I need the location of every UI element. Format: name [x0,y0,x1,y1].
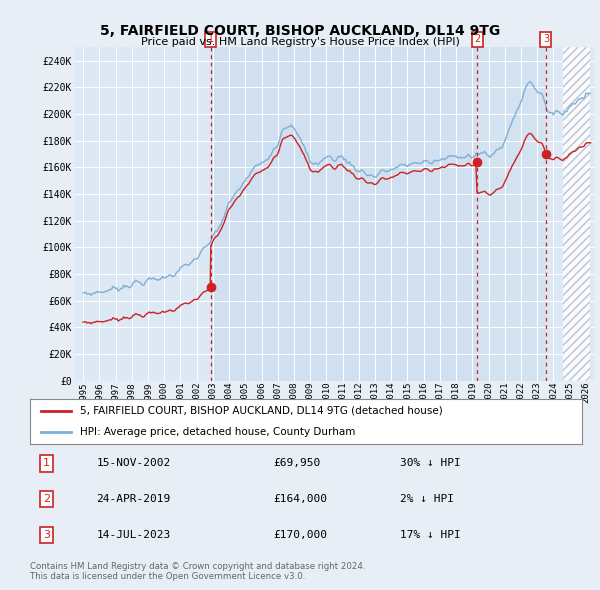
Text: 3: 3 [43,530,50,540]
Text: Price paid vs. HM Land Registry's House Price Index (HPI): Price paid vs. HM Land Registry's House … [140,37,460,47]
Text: £69,950: £69,950 [273,458,320,468]
Text: HPI: Average price, detached house, County Durham: HPI: Average price, detached house, Coun… [80,427,355,437]
Text: Contains HM Land Registry data © Crown copyright and database right 2024.: Contains HM Land Registry data © Crown c… [30,562,365,571]
Text: £170,000: £170,000 [273,530,327,540]
Text: 3: 3 [543,34,549,44]
Text: 17% ↓ HPI: 17% ↓ HPI [400,530,461,540]
Bar [211,47,477,381]
Text: 2: 2 [43,494,50,504]
Text: This data is licensed under the Open Government Licence v3.0.: This data is licensed under the Open Gov… [30,572,305,581]
Text: 2% ↓ HPI: 2% ↓ HPI [400,494,454,504]
Text: 2: 2 [474,34,480,44]
Text: 15-NOV-2002: 15-NOV-2002 [96,458,170,468]
Text: 1: 1 [208,34,214,44]
Text: 1: 1 [43,458,50,468]
Text: 24-APR-2019: 24-APR-2019 [96,494,170,504]
Text: 5, FAIRFIELD COURT, BISHOP AUCKLAND, DL14 9TG: 5, FAIRFIELD COURT, BISHOP AUCKLAND, DL1… [100,24,500,38]
Text: 5, FAIRFIELD COURT, BISHOP AUCKLAND, DL14 9TG (detached house): 5, FAIRFIELD COURT, BISHOP AUCKLAND, DL1… [80,406,442,416]
Text: 30% ↓ HPI: 30% ↓ HPI [400,458,461,468]
Text: 14-JUL-2023: 14-JUL-2023 [96,530,170,540]
Text: £164,000: £164,000 [273,494,327,504]
Bar [477,47,546,381]
